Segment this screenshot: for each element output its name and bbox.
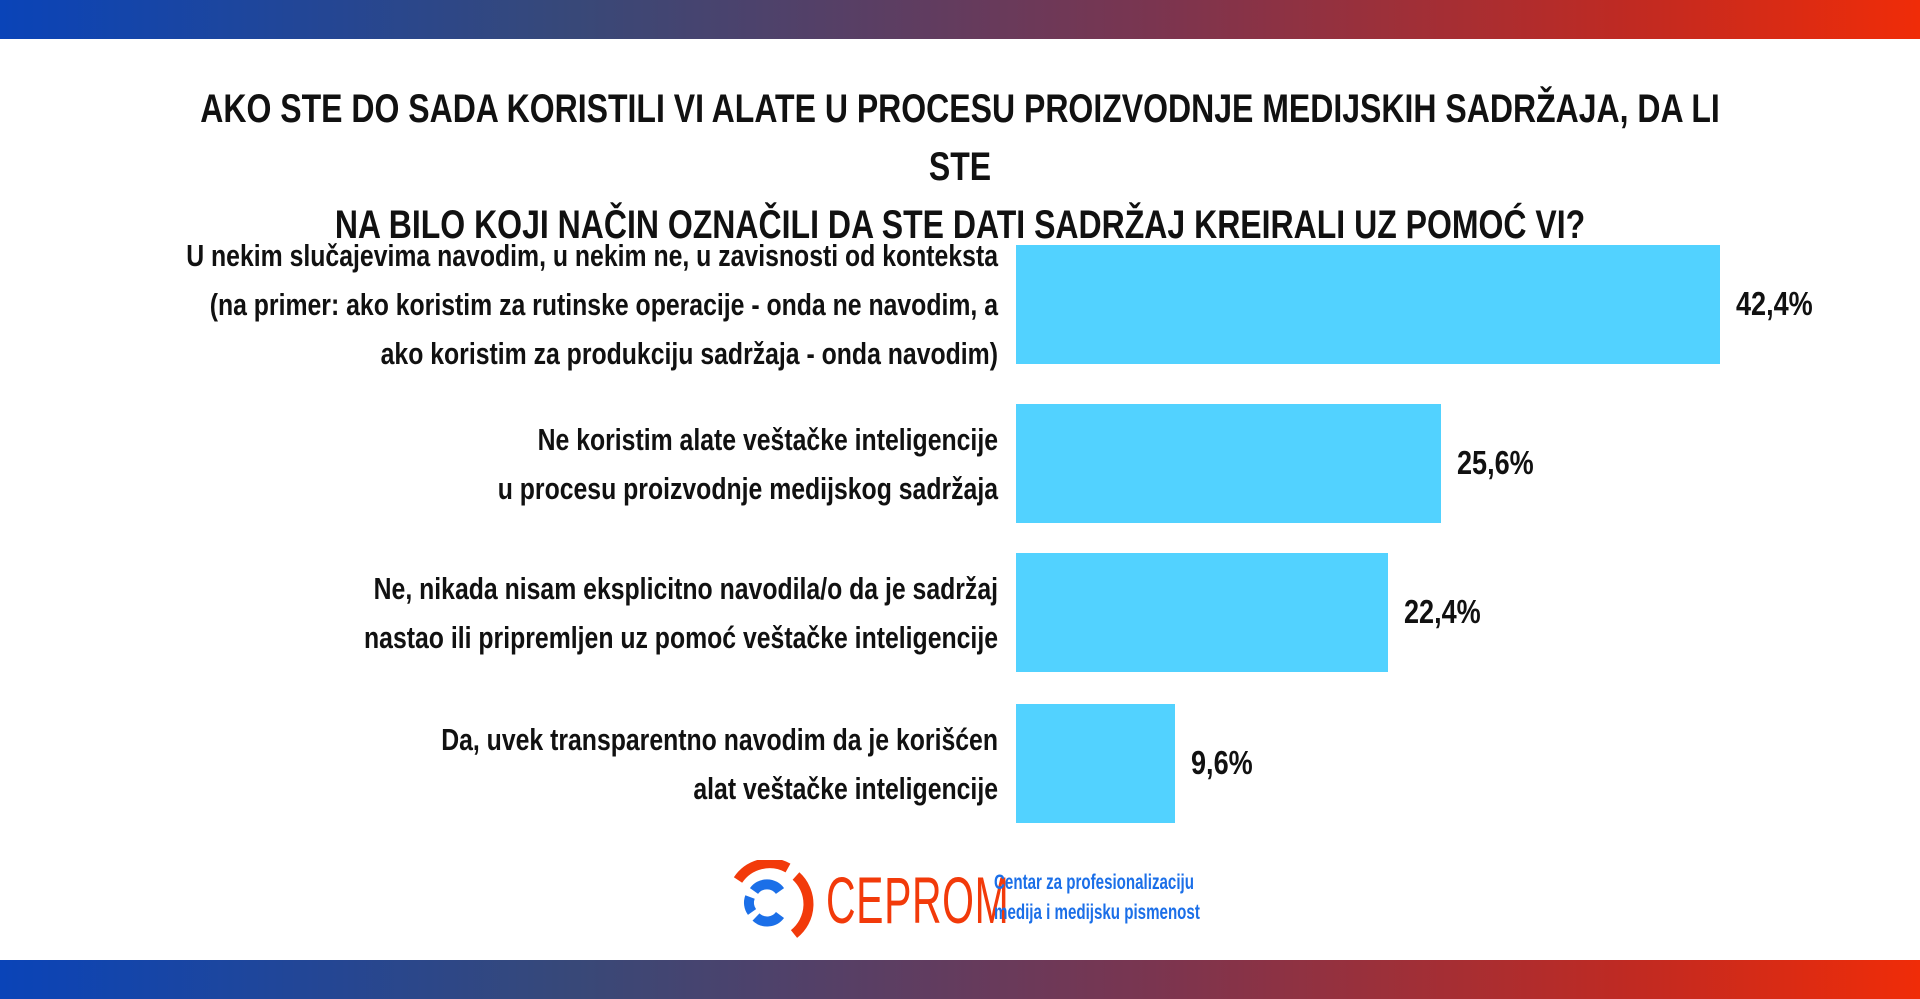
category-label-line: Da, uvek transparentno navodim da je kor… (441, 721, 998, 757)
category-label-line: alat veštačke inteligencije (693, 770, 998, 806)
bar (1016, 404, 1441, 523)
category-label-line: (na primer: ako koristim za rutinske ope… (209, 287, 998, 322)
value-label: 42,4% (1735, 284, 1813, 322)
category-label-line: ako koristim za produkciju sadržaja - on… (380, 336, 998, 371)
logo-text: CEPROM (826, 863, 1010, 937)
value-label: 25,6% (1456, 443, 1534, 481)
category-label-line: nastao ili pripremljen uz pomoć veštačke… (364, 619, 998, 655)
category-label: Ne koristim alate veštačke inteligencije… (118, 415, 998, 513)
logo-tagline: Centar za profesionalizaciju medija i me… (994, 868, 1200, 928)
value-label: 9,6% (1191, 743, 1254, 781)
category-label: U nekim slučajevima navodim, u nekim ne,… (118, 231, 998, 378)
title-line: AKO STE DO SADA KORISTILI VI ALATE U PRO… (200, 87, 1720, 189)
category-label-line: Ne, nikada nisam eksplicitno navodila/o … (373, 570, 998, 606)
value-label: 22,4% (1403, 592, 1481, 630)
category-label-line: U nekim slučajevima navodim, u nekim ne,… (186, 238, 999, 273)
chart-title: AKO STE DO SADA KORISTILI VI ALATE U PRO… (0, 80, 1920, 254)
ceprom-logo-icon (733, 860, 814, 938)
bottom-gradient-band (0, 960, 1920, 999)
bar (1016, 245, 1720, 364)
bar (1016, 553, 1388, 672)
tagline-line: medija i medijsku pismenost (994, 901, 1200, 924)
title-line: NA BILO KOJI NAČIN OZNAČILI DA STE DATI … (334, 203, 1586, 247)
top-gradient-band (0, 0, 1920, 39)
bar (1016, 704, 1176, 823)
category-label: Ne, nikada nisam eksplicitno navodila/o … (118, 564, 998, 662)
category-label-line: Ne koristim alate veštačke inteligencije (537, 421, 998, 457)
tagline-line: Centar za profesionalizaciju (994, 871, 1194, 894)
category-label-line: u procesu proizvodnje medijskog sadržaja (497, 470, 998, 506)
category-label: Da, uvek transparentno navodim da je kor… (118, 715, 998, 813)
